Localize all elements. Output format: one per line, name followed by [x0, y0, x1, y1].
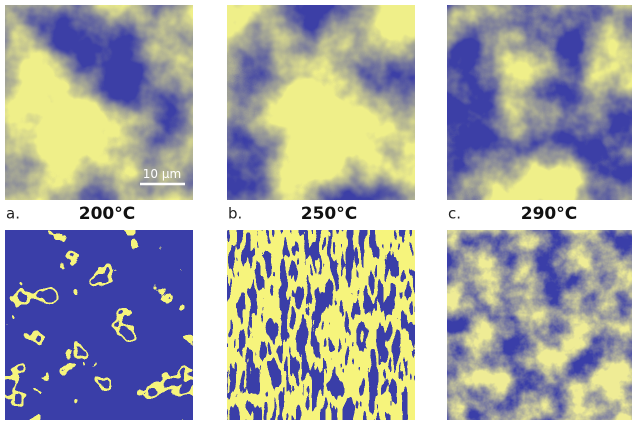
panel-letter: b. — [228, 205, 242, 223]
scale-bar-label: 10 μm — [143, 167, 181, 181]
temperature-label: 290°C — [521, 204, 577, 224]
micrograph-bottom-texture — [447, 230, 632, 420]
micrograph-top-texture — [447, 5, 632, 200]
figure: a. 200°C b. 250°C c. 290°C 10 μm — [0, 0, 632, 424]
panel-letter: a. — [6, 205, 20, 223]
micrograph-bottom-texture — [5, 230, 193, 420]
temperature-label: 250°C — [301, 204, 357, 224]
panel-letter: c. — [448, 205, 461, 223]
micrograph-bottom-texture — [227, 230, 415, 420]
temperature-label: 200°C — [79, 204, 135, 224]
micrograph-top-texture — [227, 5, 415, 200]
